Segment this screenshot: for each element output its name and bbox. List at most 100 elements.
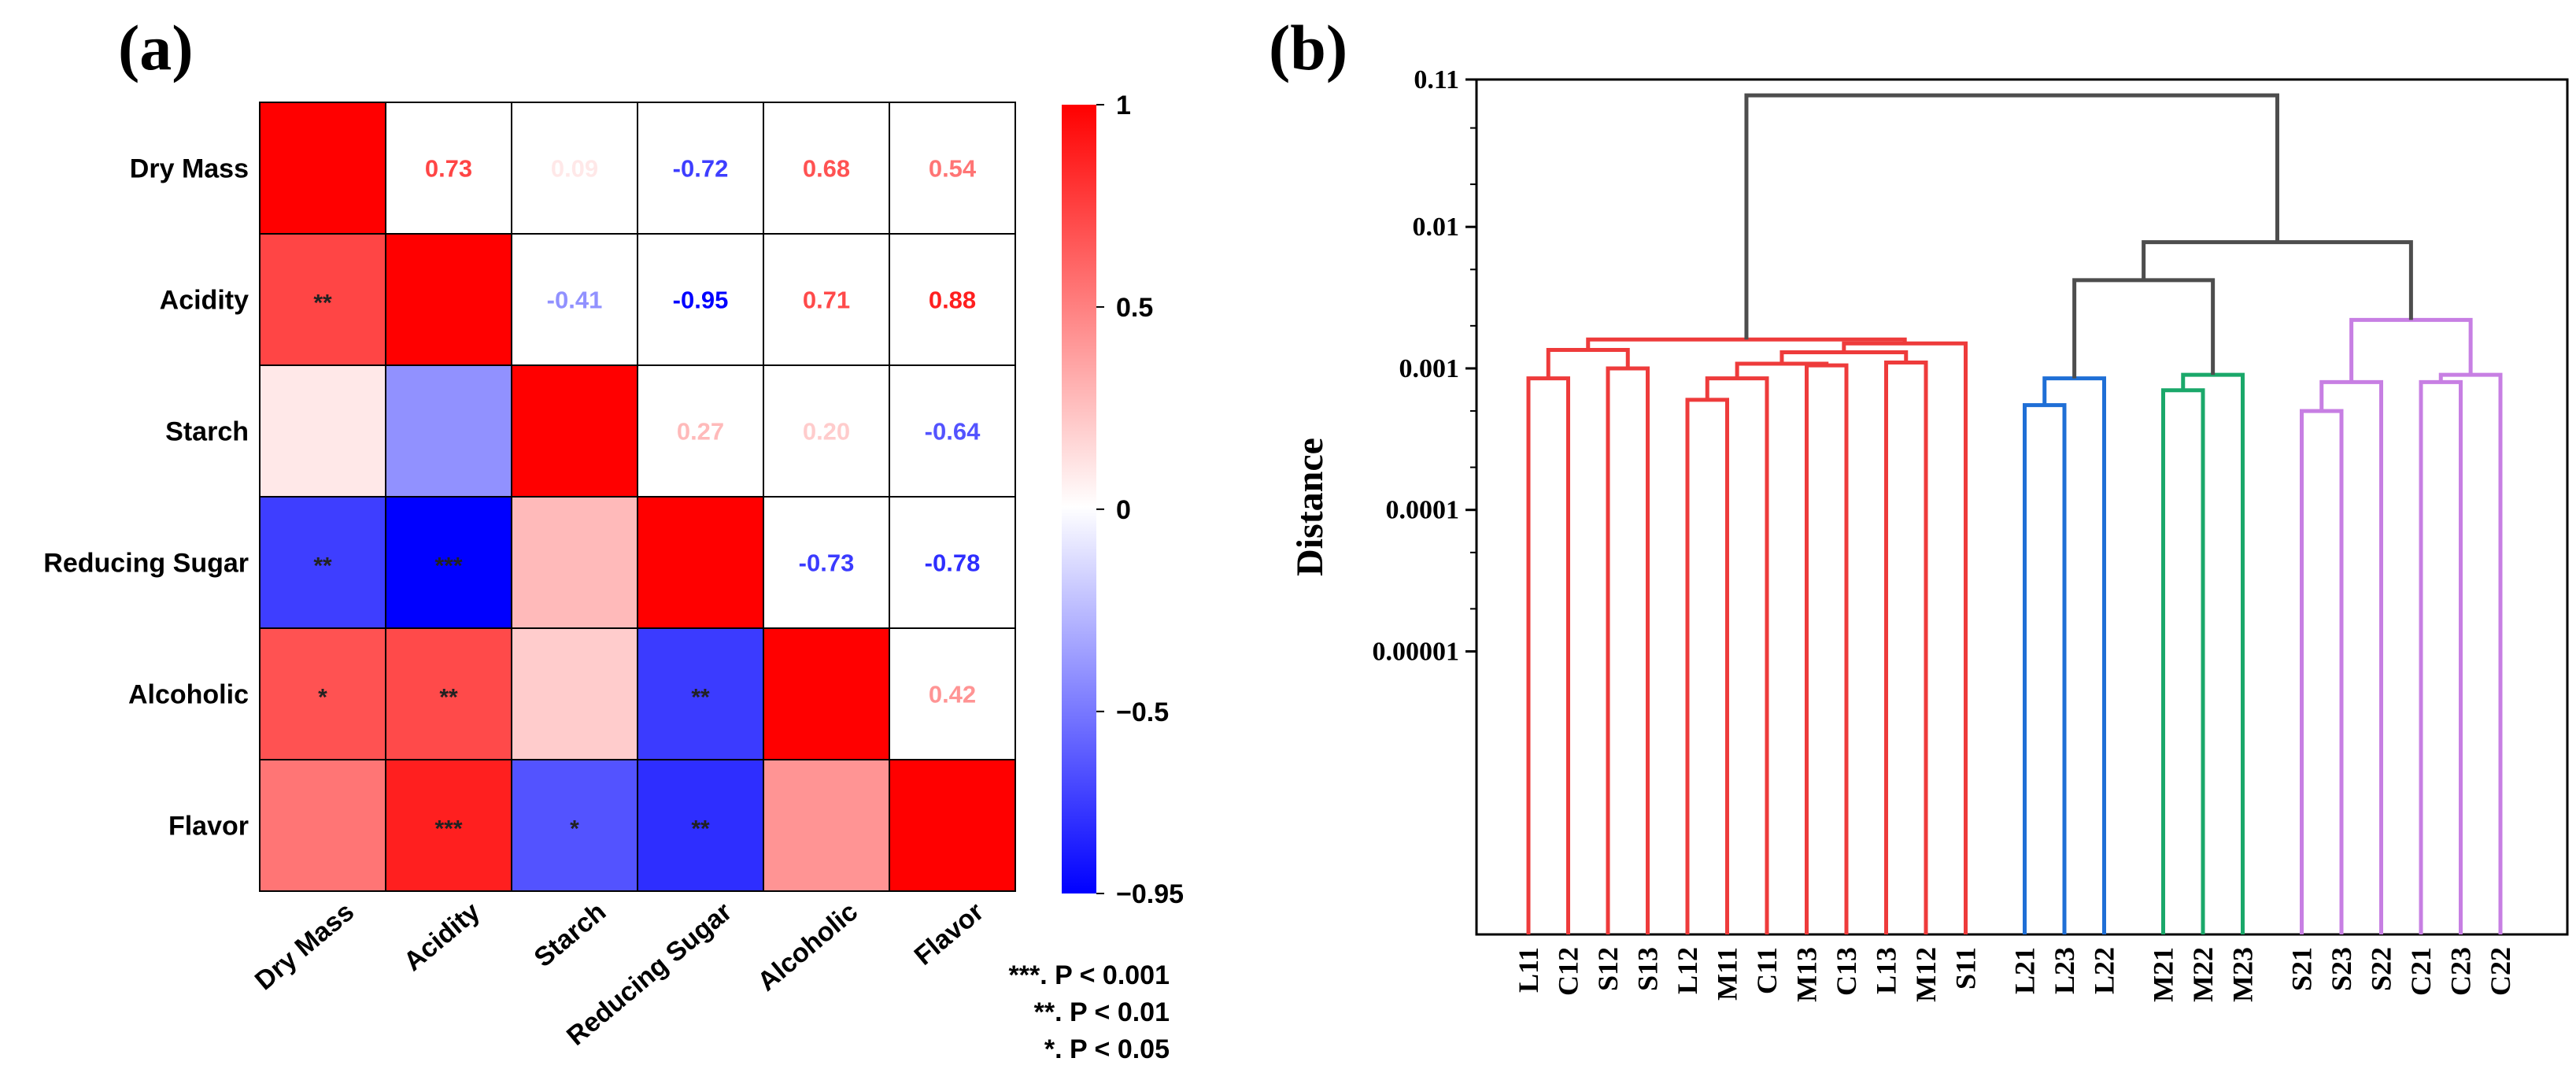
heatmap-cell-alcoholic-acidity	[385, 627, 512, 760]
significance-marker: **	[691, 816, 710, 842]
heatmap-cell-acidity-acidity	[385, 233, 512, 366]
correlation-heatmap: 0.73 0.09 -0.72 0.68 0.54** -0.41 -0.95 0.71 0.8…	[43, 102, 1016, 1052]
significance-marker: *	[318, 685, 327, 711]
correlation-value: 0.27	[677, 418, 724, 446]
heatmap-cell-starch-alcoholic	[763, 364, 890, 498]
correlation-value: -0.41	[547, 287, 603, 314]
heatmap-cell-flavor-starch	[511, 759, 638, 892]
heatmap-cell-reducing-sugar-dry-mass	[259, 496, 386, 629]
leaf-label-c22: C22	[2485, 947, 2516, 996]
colorbar-ticks: 1 0.5 0 −0.5 −0.95	[1096, 91, 1184, 909]
dendrogram-link	[1685, 398, 1729, 934]
leaf-label-l21: L21	[2009, 947, 2041, 994]
dendrogram-link	[2023, 403, 2067, 934]
correlation-value: -0.64	[925, 418, 981, 446]
legend-line-p05: *. P < 0.05	[1044, 1034, 1170, 1064]
significance-marker: ***	[434, 816, 462, 842]
dendrogram-link	[2181, 372, 2245, 934]
dendrogram-link	[2161, 388, 2205, 934]
dendrogram-leaf-labels: L11 C12 S12 S13 L12 M11 C11 M13 C13 L13 M12 S11 L21 L…	[1513, 947, 2516, 1002]
leaf-label-s22: S22	[2366, 947, 2397, 991]
heatmap-cell-acidity-reducing-sugar	[637, 233, 764, 366]
dendrogram-link	[1586, 337, 1907, 350]
dendrogram-link	[2438, 372, 2503, 934]
dendrogram-link	[1526, 376, 1570, 934]
heatmap-cell-dry-mass-starch	[511, 102, 638, 235]
column-label-flavor: Flavor	[909, 897, 990, 971]
dendrogram-link	[2419, 379, 2463, 934]
significance-marker: **	[313, 553, 332, 579]
significance-marker: **	[691, 685, 710, 711]
heatmap-cell-dry-mass-acidity	[385, 102, 512, 235]
row-label-dry-mass: Dry Mass	[130, 154, 249, 184]
heatmap-row-labels: Dry Mass Acidity Starch Reducing Sugar Alcoh…	[43, 154, 249, 842]
y-tick-label: 0.00001	[1373, 637, 1460, 666]
leaf-label-s12: S12	[1592, 947, 1624, 991]
leaf-label-c23: C23	[2445, 947, 2477, 996]
correlation-value: -0.72	[673, 155, 729, 183]
column-label-acidity: Acidity	[398, 897, 486, 977]
colorbar: 1 0.5 0 −0.5 −0.95	[1062, 91, 1184, 909]
dendrogram-link	[1842, 341, 1968, 934]
heatmap-cell-dry-mass-reducing-sugar	[637, 102, 764, 235]
correlation-value: 0.71	[803, 287, 850, 314]
colorbar-tick-label: 1	[1116, 91, 1131, 120]
dendrogram-link	[2142, 240, 2413, 320]
leaf-label-m22: M22	[2187, 947, 2219, 1002]
dendrogram-links	[1526, 93, 2503, 934]
row-label-alcoholic: Alcoholic	[128, 680, 249, 710]
y-tick-label: 0.0001	[1386, 496, 1460, 525]
y-tick-label: 0.11	[1414, 65, 1459, 94]
row-label-starch: Starch	[165, 417, 249, 447]
row-label-reducing-sugar: Reducing Sugar	[43, 549, 249, 579]
dendrogram-link	[2300, 409, 2344, 934]
dendrogram-frame	[1475, 78, 2569, 936]
leaf-label-s23: S23	[2326, 947, 2357, 991]
leaf-label-c21: C21	[2405, 947, 2437, 996]
colorbar-gradient	[1062, 105, 1096, 893]
heatmap-cells	[259, 102, 1016, 892]
dendrogram-link	[1884, 361, 1928, 934]
leaf-label-l12: L12	[1672, 947, 1703, 994]
column-label-starch: Starch	[529, 897, 612, 973]
dendrogram-link	[1705, 376, 1769, 934]
panel-a-label: (a)	[118, 12, 194, 83]
heatmap-cell-texts: 0.73 0.09 -0.72 0.68 0.54** -0.41 -0.95 0.71 0.8…	[313, 155, 981, 842]
heatmap-cell-flavor-alcoholic	[763, 759, 890, 892]
correlation-value: 0.09	[551, 155, 598, 183]
correlation-value: 0.42	[929, 681, 976, 708]
heatmap-cell-dry-mass-alcoholic	[763, 102, 890, 235]
heatmap-cell-acidity-dry-mass	[259, 233, 386, 366]
heatmap-cell-dry-mass-flavor	[889, 102, 1016, 235]
leaf-label-m13: M13	[1791, 947, 1823, 1002]
dendrogram-link	[2319, 379, 2383, 934]
dendrogram-link	[1606, 366, 1650, 934]
leaf-label-l13: L13	[1871, 947, 1902, 994]
dendrogram-link	[1546, 348, 1630, 379]
heatmap-cell-alcoholic-flavor	[889, 627, 1016, 760]
dendrogram-link	[2349, 317, 2473, 383]
leaf-label-s21: S21	[2286, 947, 2318, 991]
correlation-value: 0.54	[929, 155, 977, 183]
leaf-label-m21: M21	[2148, 947, 2179, 1002]
leaf-label-s11: S11	[1950, 947, 1982, 990]
row-label-acidity: Acidity	[160, 286, 249, 316]
leaf-label-l23: L23	[2049, 947, 2080, 994]
row-label-flavor: Flavor	[168, 812, 249, 842]
colorbar-tick-label: −0.95	[1116, 879, 1184, 909]
heatmap-cell-starch-starch	[511, 364, 638, 498]
dendrogram-link	[1805, 363, 1849, 934]
significance-marker: **	[313, 290, 332, 316]
heatmap-cell-flavor-acidity	[385, 759, 512, 892]
significance-marker: ***	[434, 553, 462, 579]
leaf-label-m12: M12	[1910, 947, 1942, 1002]
leaf-label-c13: C13	[1831, 947, 1862, 996]
leaf-label-m11: M11	[1712, 947, 1743, 1001]
leaf-label-c11: C11	[1751, 947, 1783, 994]
colorbar-tick-label: −0.5	[1116, 697, 1169, 727]
y-tick-label: 0.001	[1399, 354, 1460, 383]
dendrogram-ylabel: Distance	[1289, 438, 1331, 576]
legend-line-p001: ***. P < 0.001	[1009, 960, 1170, 990]
